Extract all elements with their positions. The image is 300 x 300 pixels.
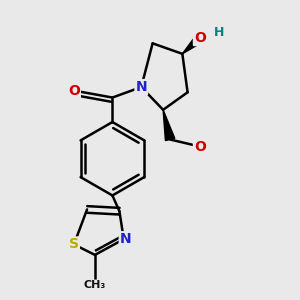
Text: O: O — [194, 140, 206, 154]
Text: O: O — [194, 31, 206, 45]
Text: N: N — [135, 80, 147, 94]
Text: O: O — [68, 84, 80, 98]
Text: H: H — [214, 26, 224, 39]
Text: CH₃: CH₃ — [84, 280, 106, 290]
Polygon shape — [182, 34, 203, 54]
Text: S: S — [69, 237, 79, 251]
Text: N: N — [120, 232, 131, 246]
Polygon shape — [163, 110, 175, 141]
